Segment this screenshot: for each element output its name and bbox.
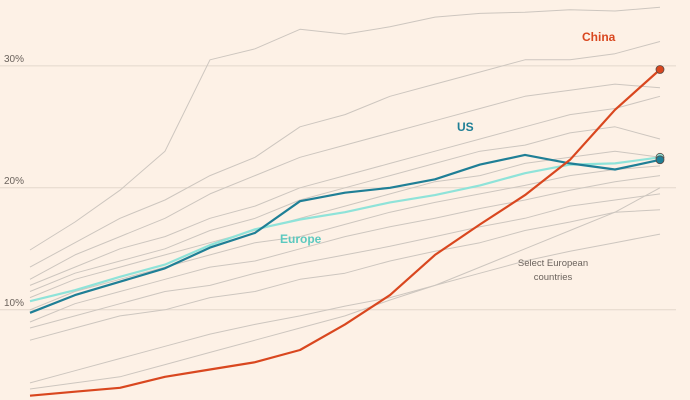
series-line bbox=[29, 68, 661, 397]
series-label: US bbox=[457, 120, 474, 134]
series-line bbox=[29, 156, 661, 303]
series-line bbox=[29, 175, 661, 323]
y-tick-label: 10% bbox=[4, 298, 24, 309]
series-line bbox=[29, 150, 661, 299]
series-line bbox=[29, 153, 661, 314]
series-line bbox=[29, 187, 661, 390]
series-line bbox=[29, 233, 661, 384]
series-line bbox=[29, 193, 661, 329]
y-tick-label: 30% bbox=[4, 54, 24, 65]
y-tick-label: 20% bbox=[4, 176, 24, 187]
end-marker bbox=[655, 65, 665, 74]
annotation: Select European bbox=[518, 258, 588, 269]
series-line bbox=[29, 126, 661, 292]
series-line bbox=[29, 209, 661, 341]
series-line bbox=[29, 83, 661, 280]
series-label: China bbox=[582, 30, 616, 44]
series-label: Europe bbox=[280, 232, 322, 246]
series-line bbox=[29, 41, 661, 268]
series-line bbox=[29, 165, 661, 311]
series-line bbox=[29, 6, 661, 251]
lines bbox=[29, 6, 665, 397]
annotation: countries bbox=[534, 272, 573, 283]
grid: 10% 20% 30% bbox=[0, 54, 676, 311]
series-line bbox=[29, 95, 661, 286]
end-marker bbox=[655, 155, 665, 165]
